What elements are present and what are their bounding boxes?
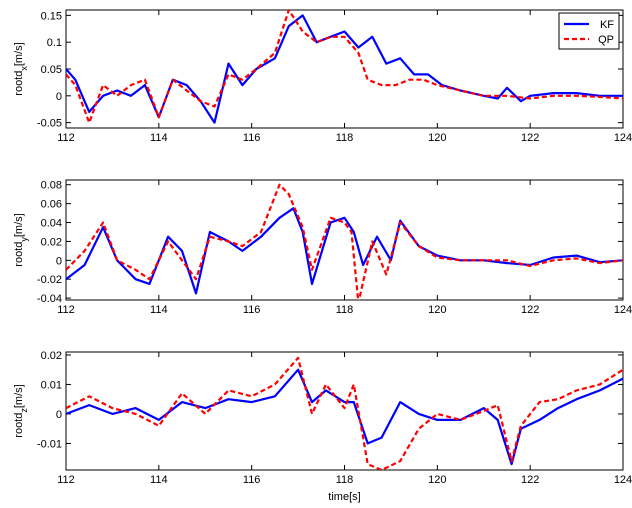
x-tick-label: 118 (336, 132, 354, 144)
axes-box (65, 351, 624, 471)
y-axis-label: rootdz[m/s] (13, 384, 29, 437)
y-tick-label: 0.15 (41, 10, 62, 22)
y-tick-label: 0.1 (47, 37, 62, 49)
y-tick-label: -0.02 (37, 274, 62, 286)
legend: KF QP (558, 12, 620, 50)
x-tick-label: 122 (521, 474, 539, 486)
x-tick-label: 120 (428, 304, 446, 316)
x-tick-label: 124 (614, 304, 632, 316)
y-tick-label: -0.01 (37, 438, 62, 450)
x-tick-label: 122 (521, 304, 539, 316)
x-tick-label: 122 (521, 132, 539, 144)
x-tick-label: 124 (614, 474, 632, 486)
series-line-qp (66, 356, 623, 470)
y-tick-label: 0.04 (41, 218, 62, 230)
axes-box (65, 179, 624, 301)
y-tick-label: 0.06 (41, 199, 62, 211)
y-tick-label: 0.01 (41, 379, 62, 391)
x-tick-label: 120 (428, 132, 446, 144)
x-tick-label: 118 (336, 474, 354, 486)
x-tick-label: 112 (57, 304, 75, 316)
series-line-qp (66, 10, 623, 124)
legend-box (558, 12, 620, 50)
x-tick-label: 116 (243, 304, 261, 316)
axes-box (65, 9, 624, 129)
x-tick-label: 118 (336, 304, 354, 316)
y-tick-label: 0 (56, 255, 62, 267)
y-tick-label: 0.05 (41, 64, 62, 76)
series-line-qp (66, 183, 623, 300)
y-tick-label: 0.02 (41, 236, 62, 248)
x-tick-label: 116 (243, 474, 261, 486)
y-axis-label: rootdx[m/s] (13, 42, 29, 95)
x-tick-label: 120 (428, 474, 446, 486)
y-tick-label: 0 (56, 91, 62, 103)
y-tick-label: -0.05 (37, 118, 62, 130)
series-line-kf (66, 14, 623, 124)
legend-label-qp: QP (598, 34, 614, 46)
legend-label-kf: KF (600, 19, 614, 31)
subplot-3: 112 114 116 118 120 122 124 -0.01 0 0.01 0.02 rootd… (13, 350, 632, 503)
subplot-2: 112 114 116 118 120 122 124 -0.04 -0.02 0 0.02 0.04… (13, 179, 632, 316)
x-tick-label: 116 (243, 132, 261, 144)
x-tick-label: 114 (150, 132, 168, 144)
y-tick-label: 0.08 (41, 180, 62, 192)
y-tick-label: 0 (56, 409, 62, 421)
series-line-kf (66, 207, 623, 295)
x-tick-label: 112 (57, 474, 75, 486)
x-tick-label: 112 (57, 132, 75, 144)
x-tick-label: 124 (614, 132, 632, 144)
subplot-1: 112 114 116 118 120 122 124 -0.05 0 0.05 0.1 0.15 ro… (13, 9, 632, 144)
y-tick-label: 0.02 (41, 350, 62, 362)
x-tick-label: 114 (150, 474, 168, 486)
x-axis-label: time[s] (328, 491, 360, 503)
y-tick-label: -0.04 (37, 293, 62, 305)
x-tick-label: 114 (150, 304, 168, 316)
y-axis-label: rootdy[m/s] (13, 213, 29, 266)
